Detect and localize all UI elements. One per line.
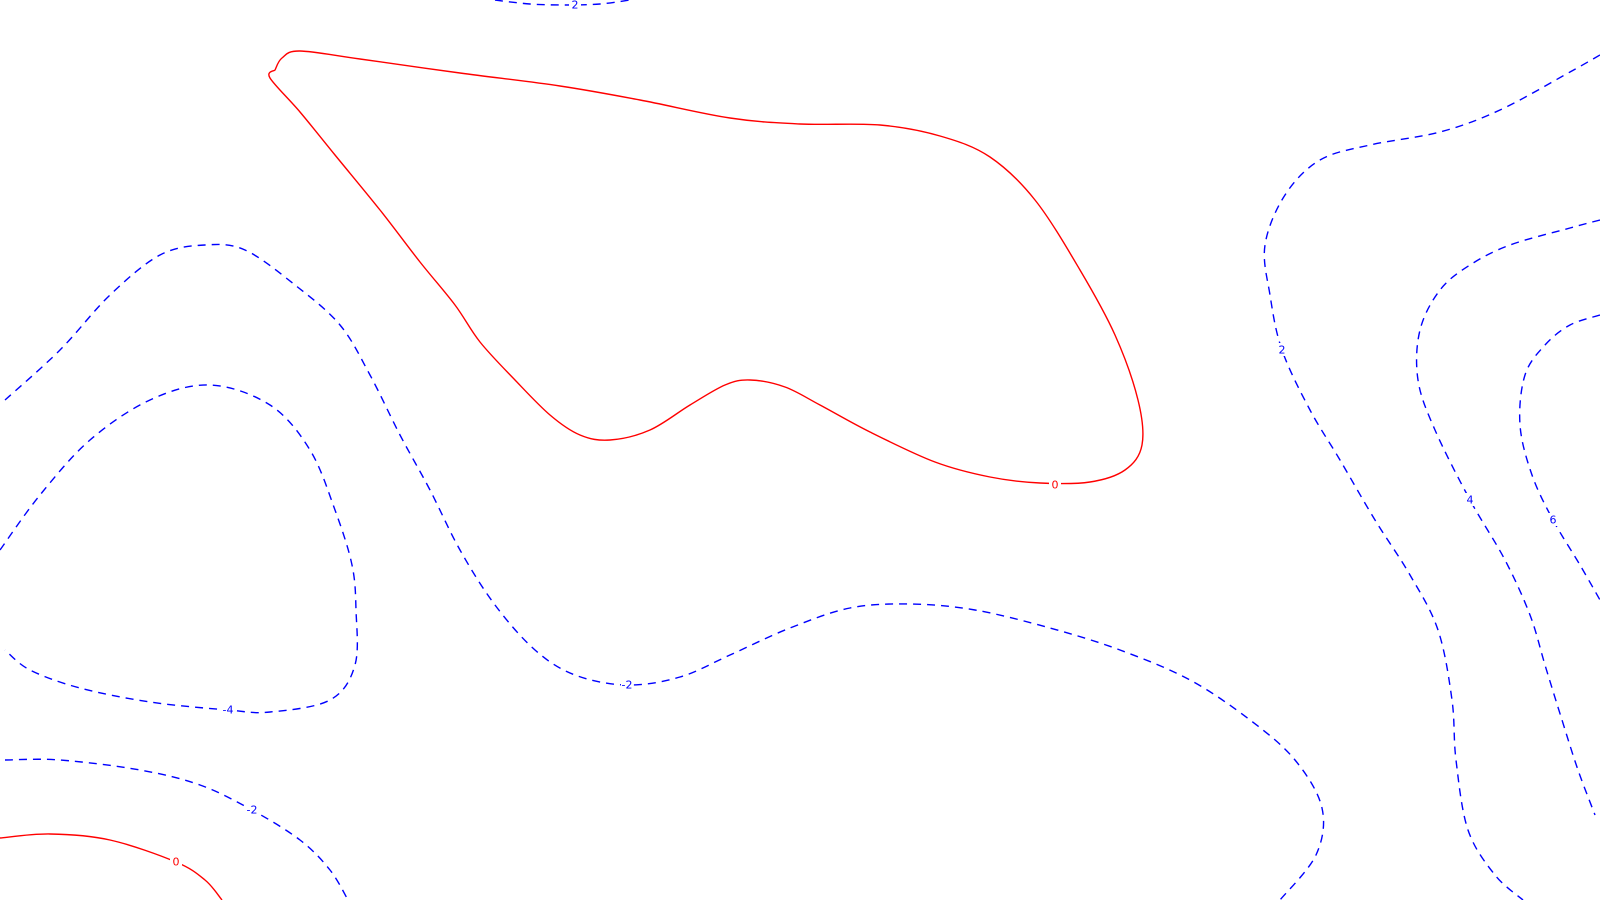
contour-label-bottom-left-2: -2 [247, 804, 258, 817]
contour-label-background-bottom-left-zero [170, 855, 182, 868]
contour-label-background-right-4 [1464, 493, 1476, 506]
contour-label-central-zero: 0 [1052, 479, 1059, 492]
contour-label-right-4: 4 [1467, 494, 1474, 507]
contour-label-left-inner-4: -4 [223, 704, 234, 717]
contour-label-top-edge-2: 2 [572, 0, 579, 12]
contour-line-central-zero [268, 50, 1144, 485]
contour-label-background-bottom-left-2 [246, 803, 258, 816]
contour-label-background-left-inner-4 [222, 703, 234, 716]
contour-label-right-2: 2 [1279, 344, 1286, 357]
contour-line-right-2 [1263, 54, 1600, 901]
contour-line-right-6 [1518, 314, 1600, 601]
contour-label-background-right-2 [1276, 343, 1288, 356]
contour-line-right-4 [1415, 219, 1600, 816]
contour-label-left-outer-2: -2 [622, 679, 633, 692]
contour-line-bottom-left-2 [4, 758, 349, 901]
contour-line-left-outer-2 [4, 243, 1325, 901]
contour-label-background-right-6 [1547, 513, 1559, 526]
contour-label-background-top-edge-2 [569, 0, 581, 11]
contour-line-top-edge-2 [494, 0, 631, 6]
contour-line-left-inner-4 [0, 384, 359, 714]
contour-label-background-left-outer-2 [621, 678, 633, 691]
contour-label-background-central-zero [1049, 478, 1061, 491]
contour-label-right-6: 6 [1550, 514, 1557, 527]
contour-label-bottom-left-zero: 0 [173, 856, 180, 869]
contour-line-bottom-left-zero [0, 833, 223, 901]
